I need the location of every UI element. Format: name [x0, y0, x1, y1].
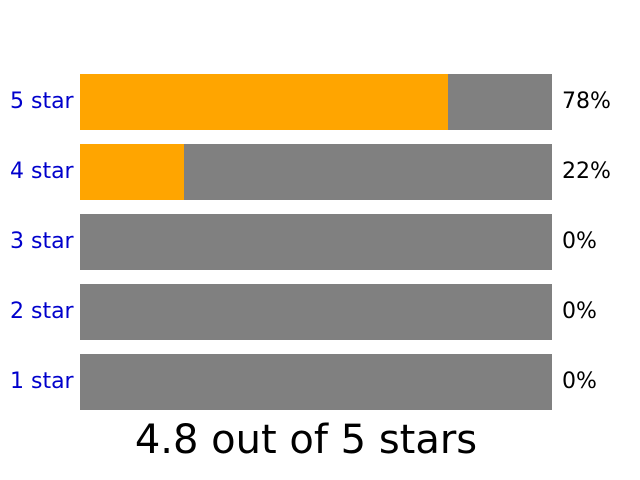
rating-bar-2 [80, 284, 552, 340]
rating-row-4-star: 4 star 22% [0, 144, 640, 200]
rating-row-5-star: 5 star 78% [0, 74, 640, 130]
percent-label-4: 22% [562, 159, 611, 184]
star-link-3[interactable]: 3 star [10, 229, 74, 254]
rating-bar-fill-4 [80, 144, 184, 200]
star-link-1[interactable]: 1 star [10, 369, 74, 394]
rating-bar-3 [80, 214, 552, 270]
rating-bar-1 [80, 354, 552, 410]
star-link-2[interactable]: 2 star [10, 299, 74, 324]
percent-label-3: 0% [562, 229, 597, 254]
rating-row-2-star: 2 star 0% [0, 284, 640, 340]
percent-label-2: 0% [562, 299, 597, 324]
average-rating-summary: 4.8 out of 5 stars [134, 417, 478, 463]
rating-row-3-star: 3 star 0% [0, 214, 640, 270]
rating-bar-5 [80, 74, 552, 130]
star-link-4[interactable]: 4 star [10, 159, 74, 184]
percent-label-5: 78% [562, 89, 611, 114]
star-link-5[interactable]: 5 star [10, 89, 74, 114]
rating-bar-fill-5 [80, 74, 449, 130]
rating-bar-4 [80, 144, 552, 200]
rating-row-1-star: 1 star 0% [0, 354, 640, 410]
percent-label-1: 0% [562, 369, 597, 394]
